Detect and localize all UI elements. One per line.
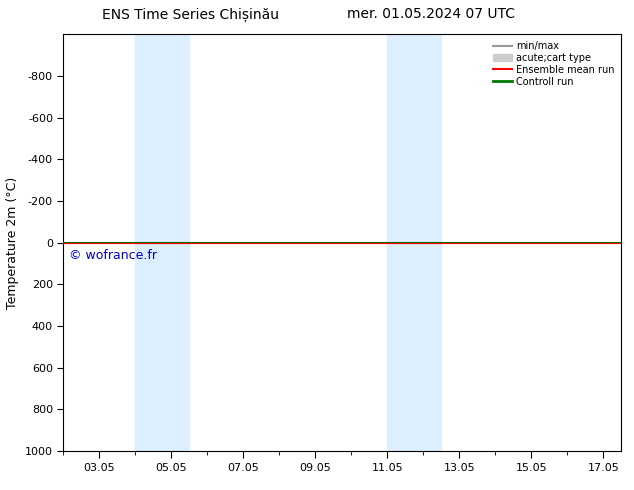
Text: ENS Time Series Chișinău: ENS Time Series Chișinău xyxy=(101,7,279,22)
Text: mer. 01.05.2024 07 UTC: mer. 01.05.2024 07 UTC xyxy=(347,7,515,22)
Legend: min/max, acute;cart type, Ensemble mean run, Controll run: min/max, acute;cart type, Ensemble mean … xyxy=(491,39,616,89)
Bar xyxy=(387,34,441,451)
Y-axis label: Temperature 2m (°C): Temperature 2m (°C) xyxy=(6,176,20,309)
Bar xyxy=(136,34,190,451)
Text: © wofrance.fr: © wofrance.fr xyxy=(69,249,157,262)
